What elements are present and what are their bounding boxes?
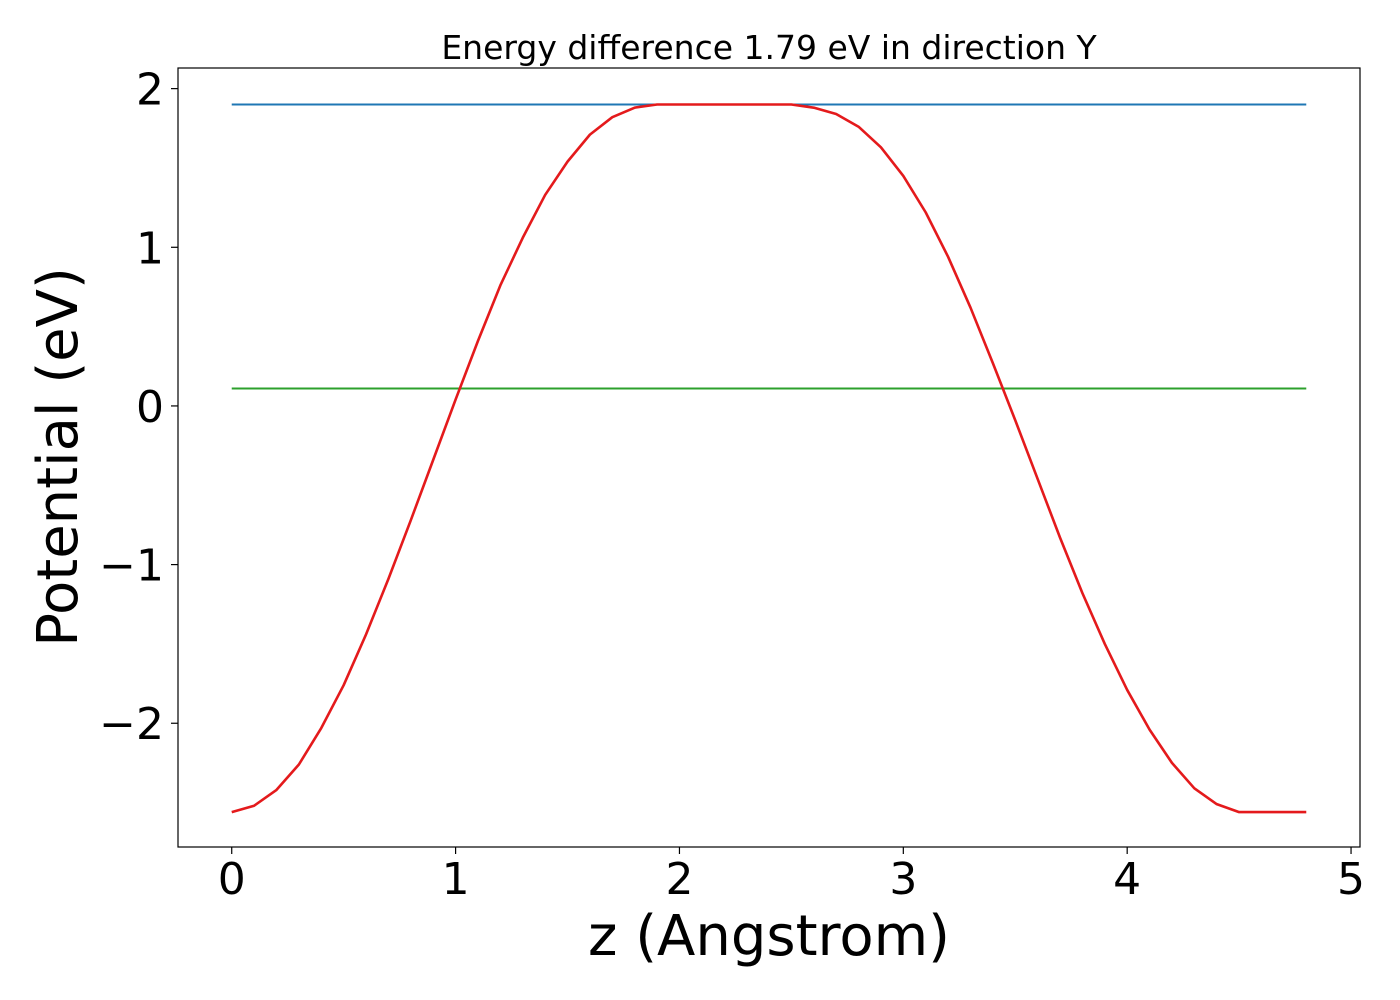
x-tick-label: 2 <box>665 854 693 905</box>
x-axis-label: z (Angstrom) <box>588 904 950 969</box>
y-tick-label: 0 <box>136 382 164 433</box>
y-tick-label: −1 <box>99 541 164 592</box>
series-line-3 <box>231 103 1307 814</box>
axes-frame <box>177 67 1361 848</box>
x-axis-ticks: 0 1 2 3 4 5 <box>218 847 1365 905</box>
x-tick-label: 5 <box>1337 854 1365 905</box>
chart-title: Energy difference 1.79 eV in direction Y <box>441 28 1097 67</box>
x-tick-label: 4 <box>1113 854 1141 905</box>
y-axis-ticks: −2 −1 0 1 2 <box>99 65 178 750</box>
x-tick-label: 0 <box>218 854 246 905</box>
x-tick-label: 1 <box>442 854 470 905</box>
y-tick-label: −2 <box>99 699 164 750</box>
y-tick-label: 1 <box>136 223 164 274</box>
series-layer <box>231 103 1307 814</box>
x-tick-label: 3 <box>889 854 917 905</box>
y-tick-label: 2 <box>136 65 164 116</box>
plot-area <box>177 67 1361 848</box>
y-axis-label: Potential (eV) <box>26 267 91 647</box>
